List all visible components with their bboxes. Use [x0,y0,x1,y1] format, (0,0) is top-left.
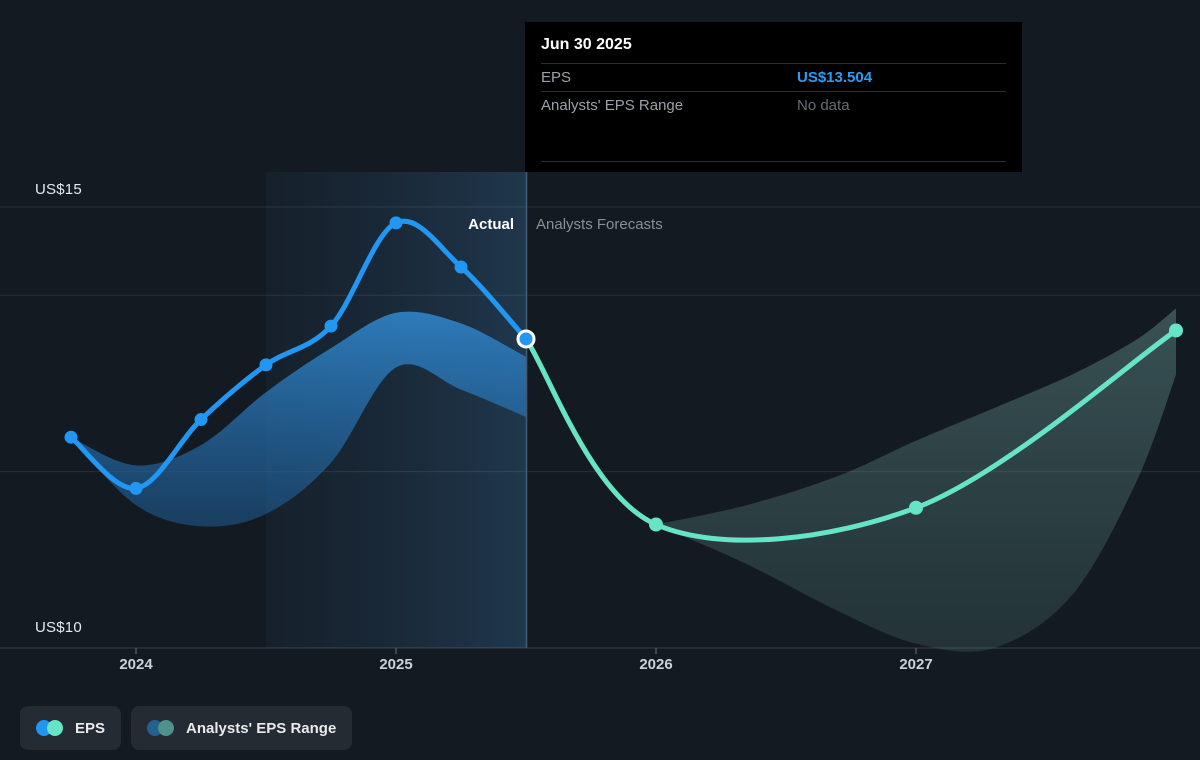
data-point[interactable] [454,260,468,274]
tooltip-bottom-divider [541,161,1006,162]
tooltip-row-eps: EPS US$13.504 [541,64,1006,92]
actual-range-band [71,311,526,527]
tooltip-eps-label: EPS [541,69,572,86]
x-axis-tick-label: 2024 [119,656,153,673]
eps-actual-line [68,218,529,491]
y-axis-label-bottom: US$10 [35,619,82,636]
tooltip-range-value: No data [797,97,850,114]
y-axis-label-top: US$15 [35,181,82,198]
x-axis-tick-label: 2027 [899,656,933,673]
legend-item-eps-label: EPS [75,719,106,737]
data-point[interactable] [259,358,273,372]
legend-item-analysts-range-label: Analysts' EPS Range [186,719,337,737]
eps-forecast-line [523,328,1179,543]
eps-swatch-icon [36,720,63,736]
x-axis-tick-label: 2025 [379,656,413,673]
data-point[interactable] [649,517,663,532]
data-point[interactable] [389,216,403,230]
analysts-range-swatch-icon [147,720,175,736]
tooltip-date: Jun 30 2025 [541,32,1006,64]
data-point[interactable] [324,319,338,333]
legend-item-analysts-range[interactable]: Analysts' EPS Range [131,706,353,750]
forecast-range-band [656,308,1176,652]
legend: EPS Analysts' EPS Range [20,706,353,750]
data-point[interactable] [129,481,143,495]
tooltip-range-label: Analysts' EPS Range [541,97,684,114]
data-point[interactable] [1169,323,1183,338]
tooltip-eps-value: US$13.504 [797,69,873,86]
data-point[interactable] [64,430,78,444]
actual-phase-label: Actual [468,216,514,233]
x-axis-tick-label: 2026 [639,656,673,673]
data-point[interactable] [909,500,923,515]
forecast-phase-label: Analysts Forecasts [536,216,663,233]
selected-data-point[interactable] [516,329,536,349]
tooltip-row-range: Analysts' EPS Range No data [541,92,1006,119]
legend-item-eps[interactable]: EPS [20,706,122,750]
data-point[interactable] [194,413,208,427]
chart-tooltip: Jun 30 2025 EPS US$13.504 Analysts' EPS … [525,22,1022,172]
